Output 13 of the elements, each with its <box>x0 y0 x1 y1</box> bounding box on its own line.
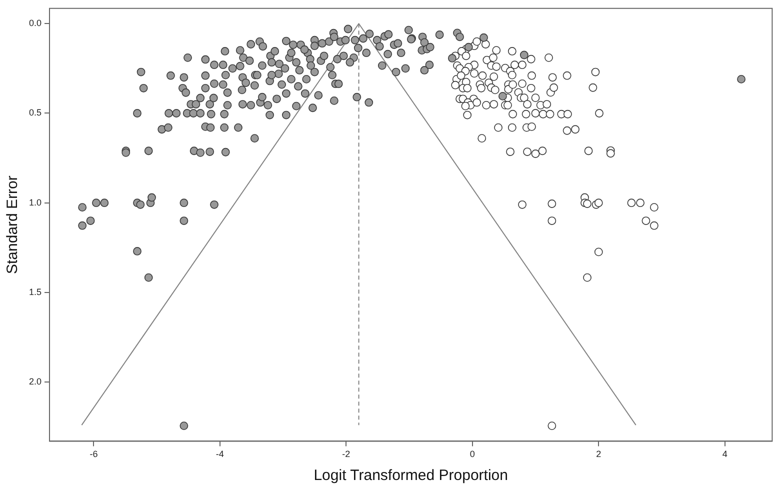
y-tick-label: 0.5 <box>28 108 42 118</box>
x-tick-label: 0 <box>470 449 475 460</box>
x-tick-label: 4 <box>722 449 728 460</box>
x-tick-label: -2 <box>342 449 350 460</box>
y-axis-title: Standard Error <box>4 176 22 274</box>
y-tick-label: 0.0 <box>28 18 42 28</box>
y-tick-label: 2.0 <box>28 376 42 387</box>
x-tick-label: -6 <box>90 449 98 460</box>
x-tick-label: -4 <box>216 449 224 460</box>
x-axis-title: Logit Transformed Proportion <box>314 467 508 484</box>
y-tick-label: 1.0 <box>28 197 42 208</box>
y-tick-label: 1.5 <box>28 286 42 297</box>
x-tick-label: 2 <box>596 449 602 460</box>
